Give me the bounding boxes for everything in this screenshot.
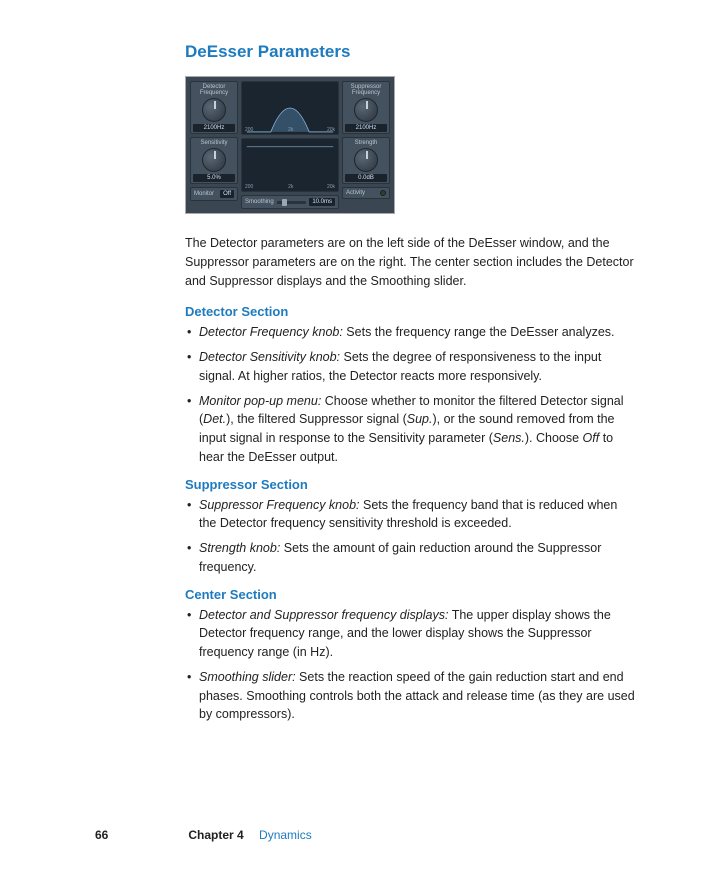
activity-led-icon [380, 190, 386, 196]
smoothing-row: Smoothing 10.0ms [241, 195, 339, 209]
axis-mid-2: 2k [288, 184, 293, 190]
item-text: Sets the frequency range the DeEsser ana… [343, 325, 615, 339]
detector-sens-knob[interactable] [202, 148, 226, 172]
term: Smoothing slider: [199, 670, 296, 684]
detector-freq-label: Frequency [200, 90, 228, 96]
axis-right-2: 20k [327, 184, 335, 190]
list-item: Smoothing slider: Sets the reaction spee… [185, 668, 638, 724]
inline-italic: Sup. [407, 412, 433, 426]
smoothing-slider[interactable] [277, 201, 307, 204]
list-item: Suppressor Frequency knob: Sets the freq… [185, 496, 638, 534]
inline-italic: Off [583, 431, 600, 445]
detector-column: Detector Frequency 2100Hz Sensitivity 5.… [190, 81, 238, 209]
page-footer: 66 Chapter 4 Dynamics [0, 828, 728, 842]
page-title: DeEsser Parameters [185, 42, 638, 62]
subsection-heading: Center Section [185, 587, 638, 602]
list-item: Detector Sensitivity knob: Sets the degr… [185, 348, 638, 386]
bullet-list: Detector and Suppressor frequency displa… [185, 606, 638, 725]
monitor-label: Monitor [194, 191, 214, 197]
detector-display: 200 2k 20k [241, 81, 339, 135]
sections-container: Detector Section Detector Frequency knob:… [185, 304, 638, 724]
detector-freq-knob[interactable] [202, 98, 226, 122]
intro-paragraph: The Detector parameters are on the left … [185, 234, 638, 290]
chapter-name: Dynamics [259, 828, 312, 842]
subsection-heading: Suppressor Section [185, 477, 638, 492]
axis-left-2: 200 [245, 184, 253, 190]
term: Strength knob: [199, 541, 280, 555]
axis-right: 20k [327, 127, 335, 133]
suppressor-strength-box: Strength 0.0dB [342, 137, 390, 184]
chapter-label: Chapter 4 [188, 828, 243, 842]
list-item: Detector and Suppressor frequency displa… [185, 606, 638, 662]
detector-sens-readout: 5.0% [193, 174, 235, 182]
smoothing-thumb[interactable] [282, 199, 287, 206]
page-number: 66 [95, 828, 185, 842]
monitor-box: Monitor Off [190, 187, 238, 201]
page-content: DeEsser Parameters Detector Frequency 21… [0, 0, 728, 724]
inline-italic: Sens. [493, 431, 525, 445]
detector-sens-label: Sensitivity [200, 140, 227, 146]
smoothing-label: Smoothing [245, 199, 274, 205]
bullet-list: Detector Frequency knob: Sets the freque… [185, 323, 638, 466]
inline-italic: Det. [203, 412, 226, 426]
detector-sens-box: Sensitivity 5.0% [190, 137, 238, 184]
smoothing-readout: 10.0ms [309, 198, 335, 206]
list-item: Detector Frequency knob: Sets the freque… [185, 323, 638, 342]
term: Detector and Suppressor frequency displa… [199, 608, 448, 622]
center-column: 200 2k 20k 200 2k 20k Smoothing 10.0ms [241, 81, 339, 209]
activity-box: Activity [342, 187, 390, 199]
detector-freq-readout: 2100Hz [193, 124, 235, 132]
axis-left: 200 [245, 127, 253, 133]
suppressor-freq-readout: 2100Hz [345, 124, 387, 132]
list-item: Strength knob: Sets the amount of gain r… [185, 539, 638, 577]
strength-readout: 0.0dB [345, 174, 387, 182]
suppressor-column: Suppressor Frequency 2100Hz Strength 0.0… [342, 81, 390, 209]
plugin-panel: Detector Frequency 2100Hz Sensitivity 5.… [185, 76, 395, 214]
monitor-menu[interactable]: Off [220, 190, 234, 198]
term: Suppressor Frequency knob: [199, 498, 360, 512]
list-item: Monitor pop-up menu: Choose whether to m… [185, 392, 638, 467]
suppressor-freq-box: Suppressor Frequency 2100Hz [342, 81, 390, 134]
strength-knob[interactable] [354, 148, 378, 172]
suppressor-display: 200 2k 20k [241, 138, 339, 192]
suppressor-freq-knob[interactable] [354, 98, 378, 122]
axis-mid: 2k [288, 127, 293, 133]
detector-freq-box: Detector Frequency 2100Hz [190, 81, 238, 134]
strength-label: Strength [355, 140, 378, 146]
term: Detector Sensitivity knob: [199, 350, 340, 364]
term: Detector Frequency knob: [199, 325, 343, 339]
bullet-list: Suppressor Frequency knob: Sets the freq… [185, 496, 638, 577]
subsection-heading: Detector Section [185, 304, 638, 319]
suppressor-freq-label: Frequency [352, 90, 380, 96]
activity-label: Activity [346, 190, 365, 196]
term: Monitor pop-up menu: [199, 394, 321, 408]
